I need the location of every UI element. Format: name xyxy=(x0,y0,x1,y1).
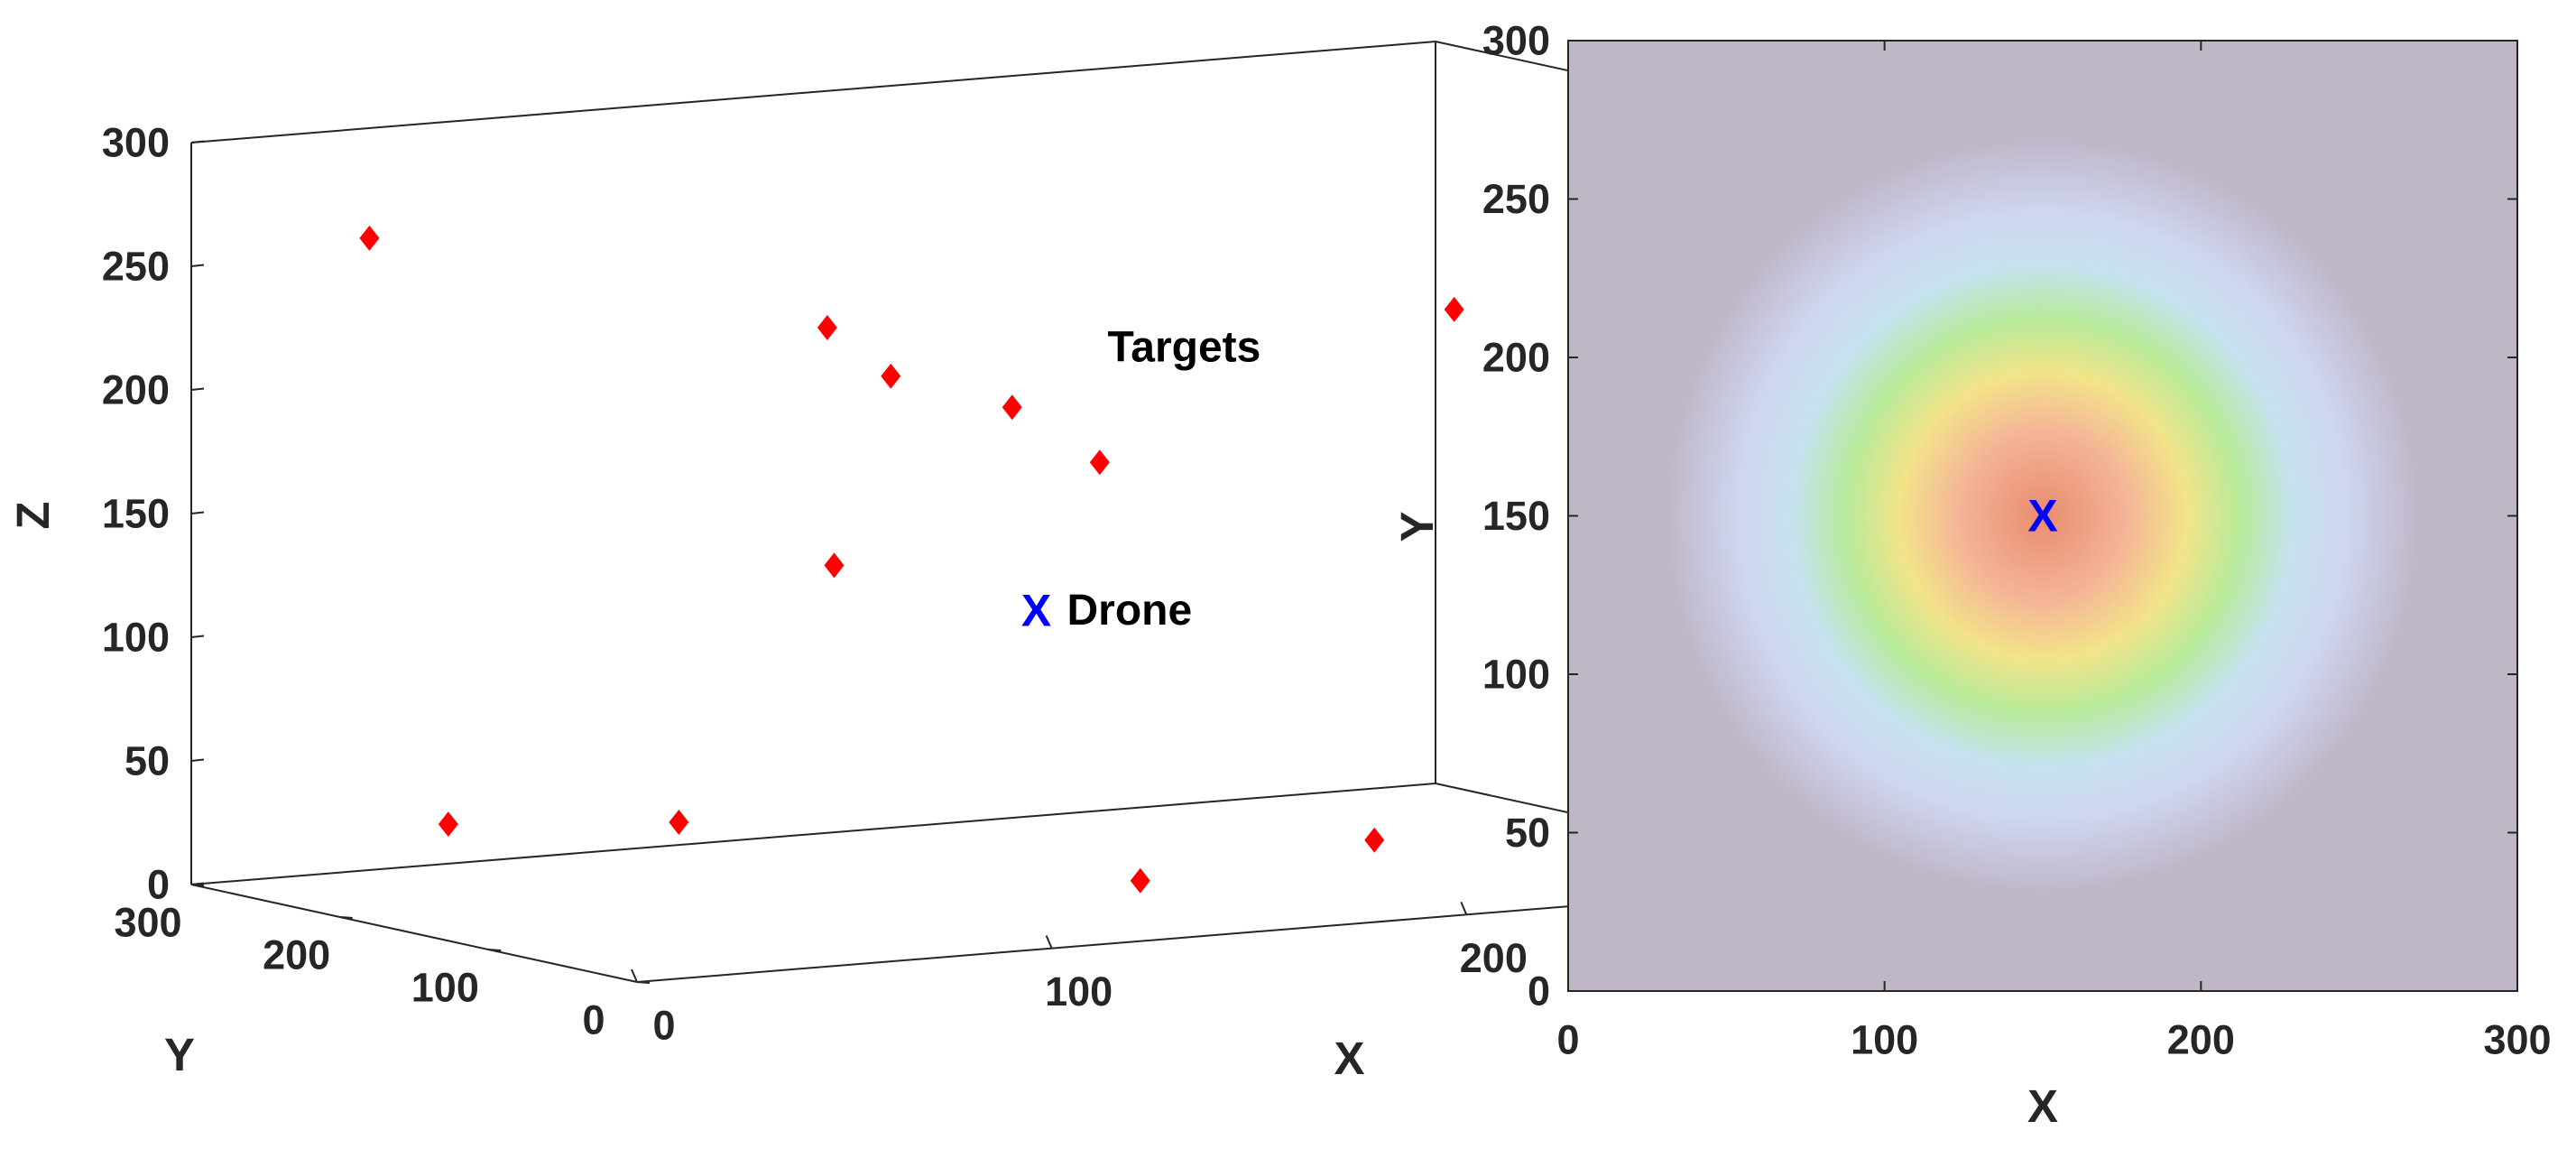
heatmap-x-tick-label: 200 xyxy=(2167,1017,2235,1063)
target-marker xyxy=(824,552,845,579)
z-tick xyxy=(190,264,205,267)
heatmap-y-tick-label: 0 xyxy=(1528,968,1550,1015)
y-tick-label: 0 xyxy=(582,997,605,1043)
target-marker xyxy=(1130,867,1150,894)
z-tick xyxy=(190,387,205,391)
z-axis-label: Z xyxy=(7,501,59,529)
x-tick-label: 200 xyxy=(1460,935,1528,981)
annotation-drone: Drone xyxy=(1067,587,1193,635)
heatmap-x-tick-label: 0 xyxy=(1556,1017,1579,1063)
z-tick xyxy=(190,635,205,638)
y-tick-label: 200 xyxy=(263,932,330,978)
annotation-targets: Targets xyxy=(1108,324,1261,372)
heatmap-x-tick-label: 100 xyxy=(1851,1017,1918,1063)
x-tick-label: 0 xyxy=(652,1003,675,1049)
axes-box-edge xyxy=(190,41,1436,144)
y-tick-label: 300 xyxy=(114,900,181,946)
target-marker xyxy=(1089,449,1110,476)
data-markers: X xyxy=(359,178,1676,894)
target-marker xyxy=(438,811,458,838)
target-marker xyxy=(1364,827,1385,853)
heatmap-y-tick-label: 200 xyxy=(1482,335,1550,381)
z-tick xyxy=(190,758,205,762)
z-tick-label: 150 xyxy=(102,491,170,537)
heatmap-y-tick-label: 150 xyxy=(1482,493,1550,539)
x-tick xyxy=(631,968,638,983)
z-tick-label: 300 xyxy=(102,120,170,166)
heatmap-drone-marker: X xyxy=(2027,491,2057,542)
y-tick xyxy=(636,981,651,984)
target-marker xyxy=(1002,394,1022,421)
y-tick xyxy=(339,916,353,919)
heatmap-x-axis-label: X xyxy=(2027,1080,2058,1132)
y-tick-label: 100 xyxy=(411,965,479,1011)
heatmap-ticks xyxy=(1567,40,2518,992)
z-tick-label: 200 xyxy=(102,367,170,413)
target-marker xyxy=(881,363,901,389)
tick-labels: 05010015020025030001002003000100200300 xyxy=(102,120,1943,1049)
x-tick xyxy=(1045,935,1053,950)
target-marker xyxy=(359,225,380,251)
x-axis-label: X xyxy=(1334,1033,1364,1084)
heatmap-x-tick-label: 300 xyxy=(2483,1017,2551,1063)
target-marker xyxy=(1444,296,1464,322)
x-tick xyxy=(1460,901,1468,915)
z-tick xyxy=(190,140,205,144)
z-tick-label: 50 xyxy=(125,738,170,784)
z-tick-label: 100 xyxy=(102,615,170,661)
drone-marker: X xyxy=(1021,586,1051,636)
heatmap-chart: 0 100 200 300 0 50 100 150 200 250 300 X X Y xyxy=(1391,18,2552,1133)
heatmap-y-tick-label: 100 xyxy=(1482,652,1550,698)
y-axis-label: Y xyxy=(164,1029,195,1080)
z-tick-label: 250 xyxy=(102,244,170,290)
axes-box-edge xyxy=(190,884,638,983)
heatmap-hotspot xyxy=(1664,136,2422,895)
z-tick xyxy=(190,511,205,514)
target-marker xyxy=(817,315,837,341)
axis-ticks xyxy=(190,140,1882,984)
x-tick-label: 100 xyxy=(1045,968,1113,1015)
heatmap-y-axis-label: Y xyxy=(1391,511,1443,542)
axes-box-edge xyxy=(190,783,1436,885)
heatmap-y-tick-label: 300 xyxy=(1482,18,1550,64)
heatmap-y-tick-label: 50 xyxy=(1505,810,1550,856)
target-marker xyxy=(669,809,689,835)
heatmap-tick-labels: 0 100 200 300 0 50 100 150 200 250 300 xyxy=(1482,18,2552,1063)
z-tick-label: 0 xyxy=(147,862,170,908)
heatmap-y-tick-label: 250 xyxy=(1482,176,1550,222)
